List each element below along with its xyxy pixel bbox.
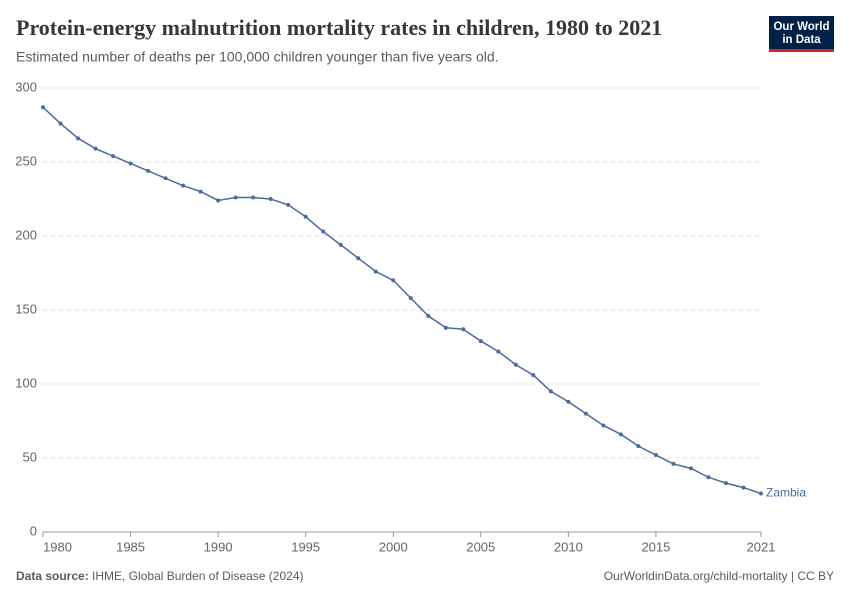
point <box>408 296 413 301</box>
point <box>41 105 45 110</box>
point <box>653 453 658 458</box>
point <box>601 423 606 428</box>
point <box>58 121 63 126</box>
point <box>76 136 81 141</box>
x-tick-label: 1980 <box>43 539 72 554</box>
point <box>566 399 571 404</box>
point <box>93 146 98 151</box>
source-text: IHME, Global Burden of Disease (2024) <box>92 569 303 583</box>
point <box>251 195 256 200</box>
x-tick-label: 1985 <box>116 539 145 554</box>
y-tick-label: 0 <box>30 523 37 538</box>
y-tick-label: 300 <box>15 79 37 94</box>
logo-stripe <box>769 49 834 52</box>
point <box>706 475 711 480</box>
point <box>163 176 168 181</box>
point <box>198 189 203 194</box>
footer-source: Data source: IHME, Global Burden of Dise… <box>16 569 303 583</box>
x-tick-label: 2005 <box>466 539 495 554</box>
point <box>268 197 273 201</box>
point <box>356 256 361 261</box>
point <box>759 491 763 496</box>
point <box>233 195 238 200</box>
point <box>321 229 326 234</box>
point <box>671 461 676 466</box>
source-label: Data source: <box>16 569 89 583</box>
chart-subtitle: Estimated number of deaths per 100,000 c… <box>16 49 499 65</box>
point <box>531 373 536 378</box>
point <box>111 154 116 159</box>
y-tick-label: 100 <box>15 375 37 390</box>
point <box>303 214 308 219</box>
chart-title: Protein-energy malnutrition mortality ra… <box>16 15 662 40</box>
point <box>128 161 133 166</box>
point <box>688 466 693 471</box>
point <box>478 339 483 344</box>
x-tick-label: 2015 <box>641 539 670 554</box>
y-tick-label: 200 <box>15 227 37 242</box>
series-label: Zambia <box>766 486 806 500</box>
footer-url[interactable]: OurWorldinData.org/child-mortality | CC … <box>604 569 834 583</box>
point <box>426 313 431 318</box>
logo-box[interactable] <box>769 16 834 52</box>
point <box>548 389 553 394</box>
x-tick-label: 2010 <box>554 539 583 554</box>
x-tick-label: 1995 <box>291 539 320 554</box>
point <box>496 349 501 354</box>
y-tick-label: 250 <box>15 153 37 168</box>
point <box>373 269 378 274</box>
y-tick-label: 150 <box>15 301 37 316</box>
point <box>338 242 343 247</box>
point <box>741 485 746 490</box>
point <box>181 183 186 188</box>
point <box>443 325 448 330</box>
line <box>42 106 762 495</box>
point <box>513 362 518 367</box>
x-tick-label: 2021 <box>747 539 776 554</box>
point <box>636 444 641 449</box>
logo-text: in Data <box>782 34 821 46</box>
x-tick-label: 1990 <box>204 539 233 554</box>
point <box>146 168 151 173</box>
point <box>583 411 588 416</box>
point <box>618 432 623 437</box>
point <box>286 202 291 207</box>
y-tick-label: 50 <box>23 449 37 464</box>
point <box>391 278 396 283</box>
point <box>461 327 466 332</box>
point <box>216 198 221 203</box>
logo-text: Our World <box>773 21 829 33</box>
x-tick-label: 2000 <box>379 539 408 554</box>
point <box>723 481 728 486</box>
